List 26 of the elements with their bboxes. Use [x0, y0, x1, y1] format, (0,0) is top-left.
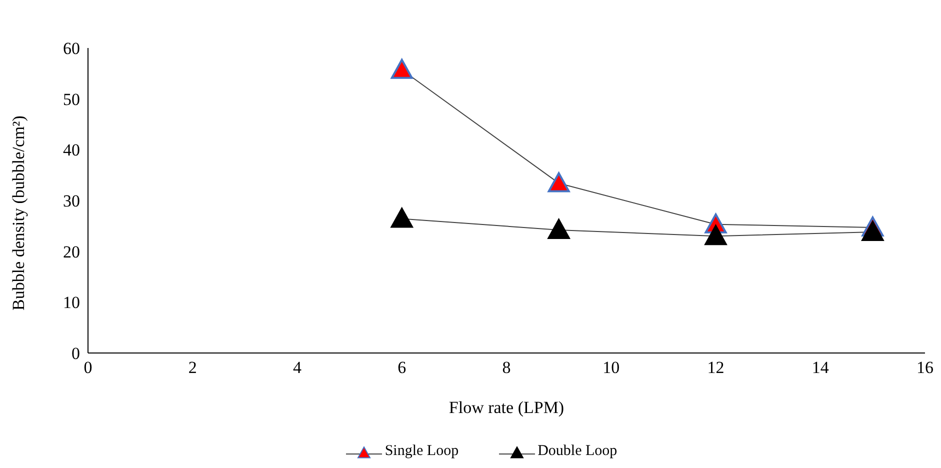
x-tick-label: 4: [293, 358, 302, 378]
x-tick-label: 8: [502, 358, 511, 378]
y-tick-label: 20: [63, 242, 80, 262]
x-tick-label: 2: [188, 358, 197, 378]
x-tick-label: 10: [602, 358, 620, 378]
x-tick-label: 16: [916, 358, 934, 378]
y-tick-label: 0: [72, 344, 80, 364]
y-tick-label: 40: [63, 140, 80, 160]
legend-label: Single Loop: [384, 443, 459, 460]
y-axis-title: Bubble density (bubble/cm²): [9, 116, 28, 310]
point: [390, 58, 413, 79]
y-tick-label: 10: [63, 293, 80, 312]
y-tick-label: 30: [63, 192, 80, 211]
x-tick-label: 0: [84, 358, 92, 378]
point: [390, 208, 413, 228]
x-tick-label: 12: [707, 358, 724, 378]
point: [548, 218, 570, 239]
y-tick-label: 60: [63, 39, 80, 58]
x-tick-label: 14: [812, 358, 830, 378]
x-tick-label: 6: [398, 358, 406, 378]
point: [704, 225, 727, 246]
point: [862, 221, 884, 242]
point: [548, 172, 570, 192]
legend-label: Double Loop: [538, 443, 618, 460]
x-axis-title: Flow rate (LPM): [448, 398, 564, 417]
y-tick-label: 50: [63, 90, 80, 109]
